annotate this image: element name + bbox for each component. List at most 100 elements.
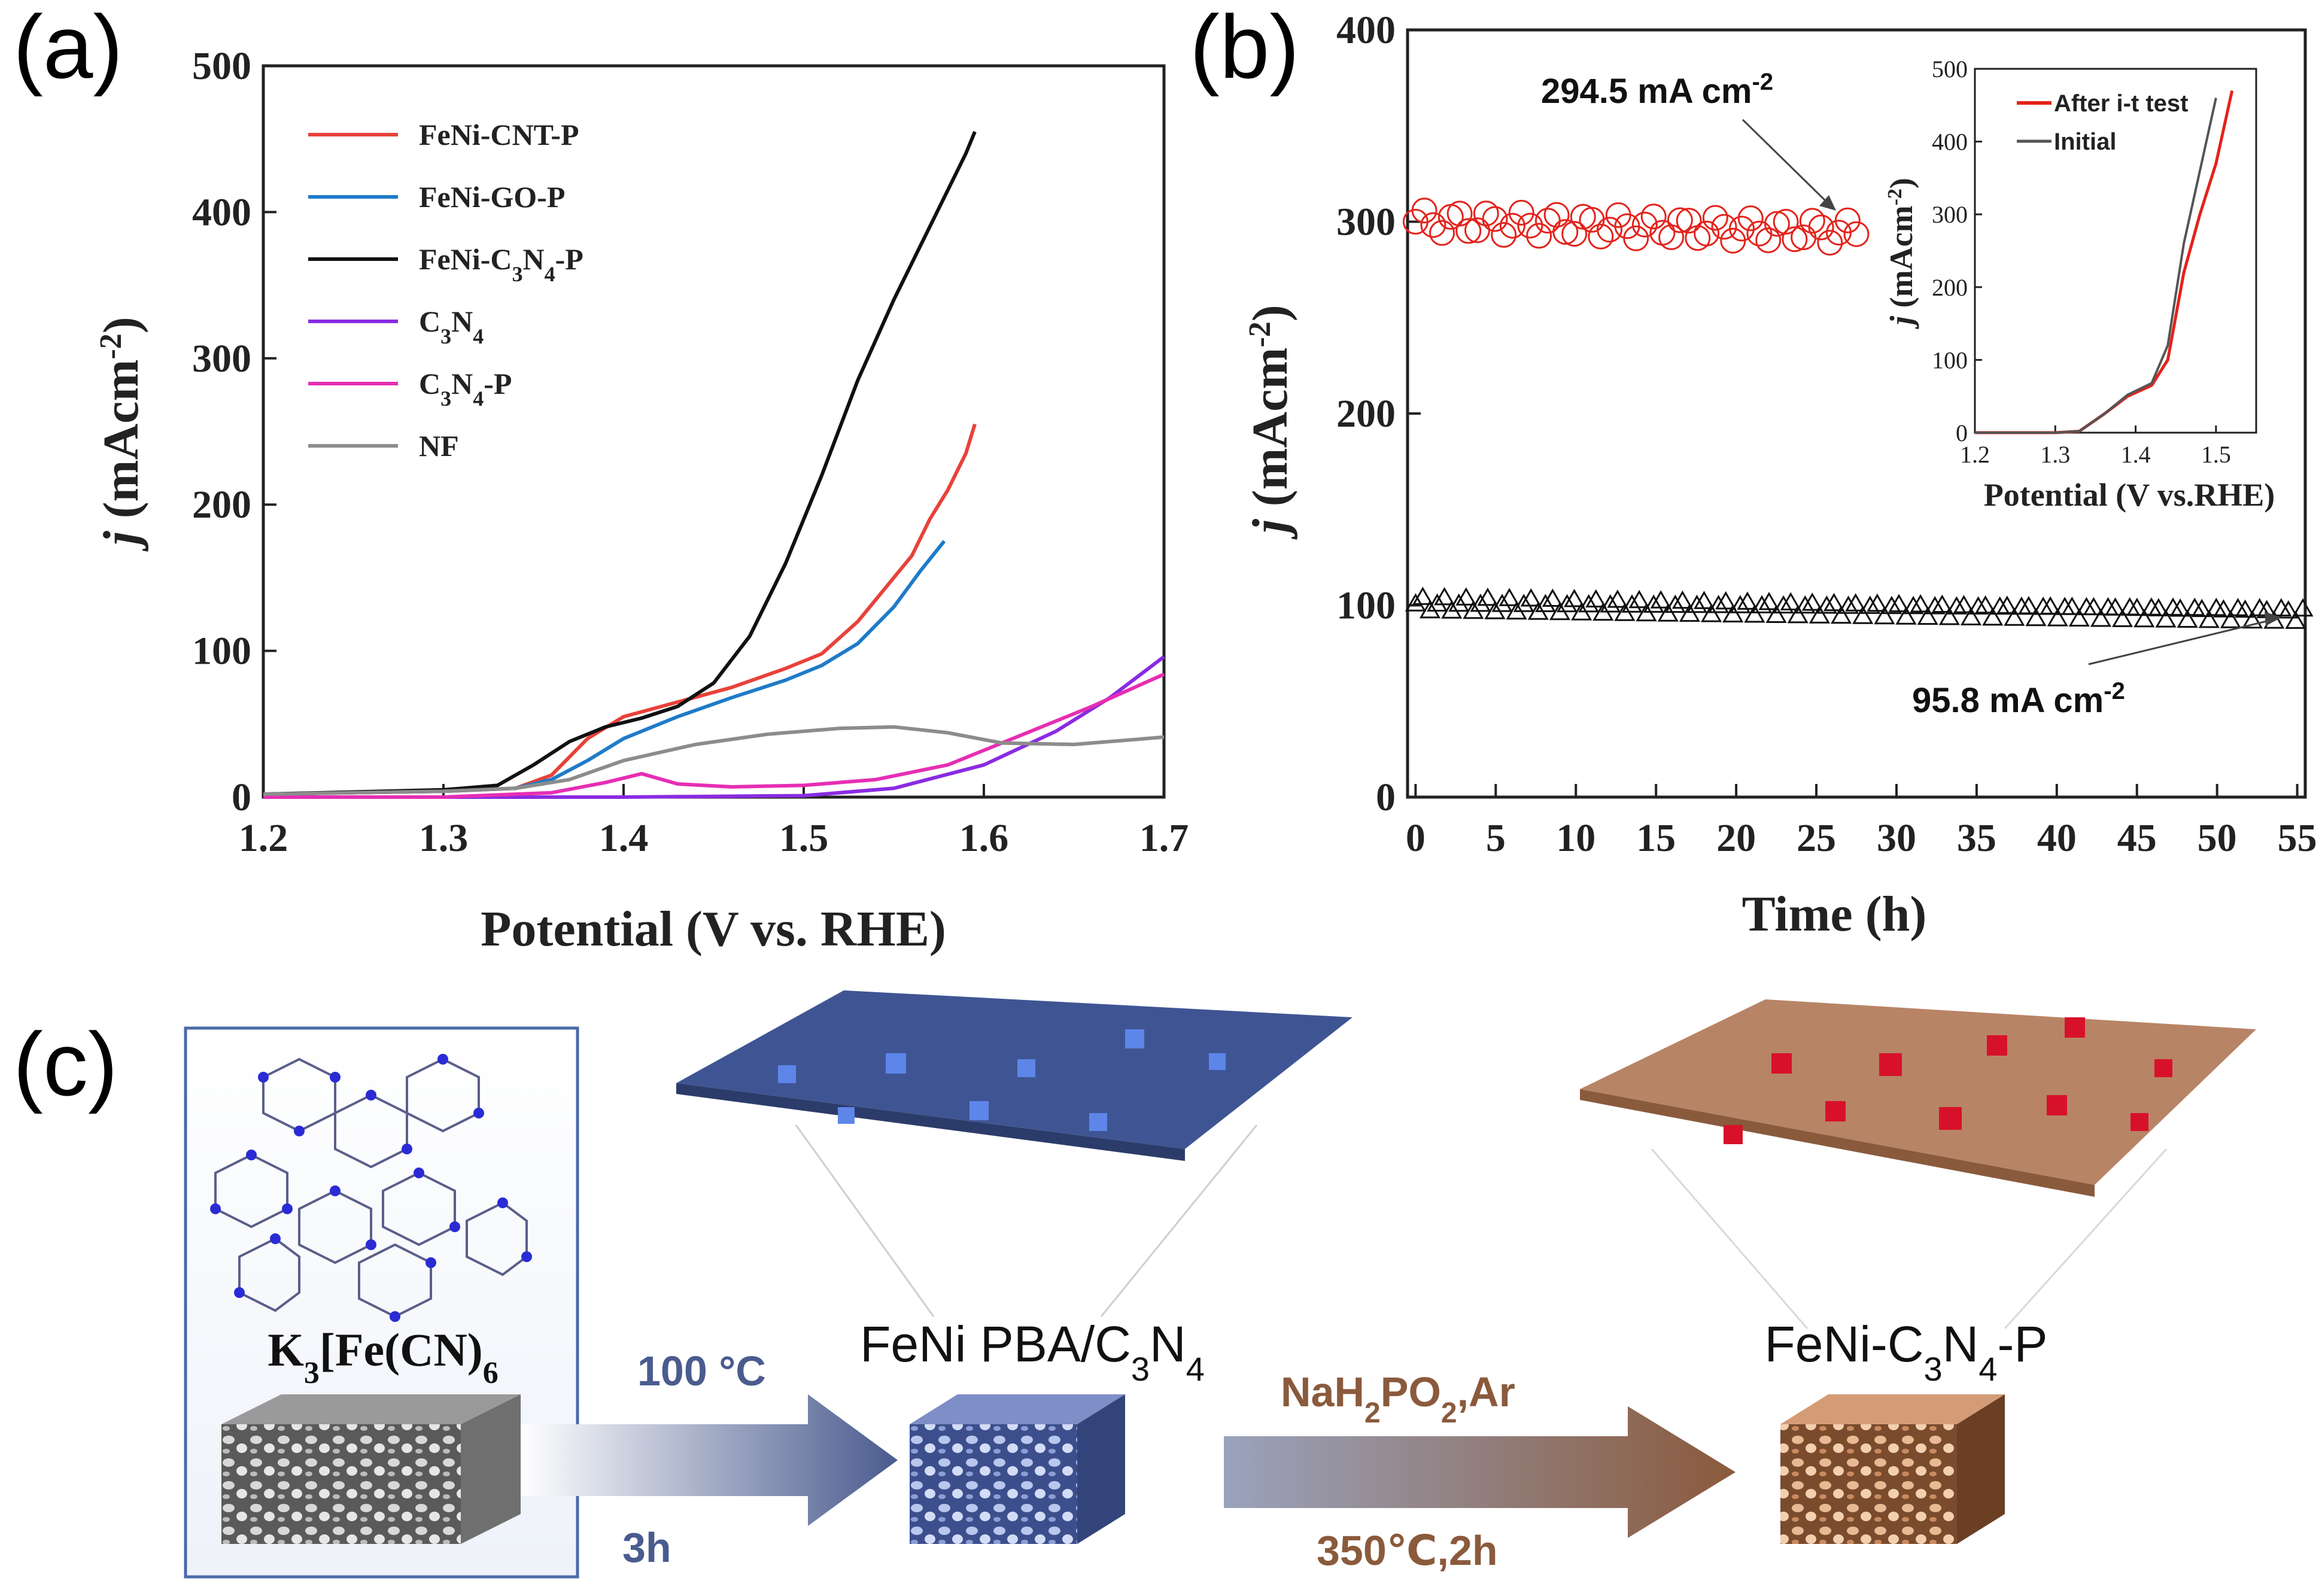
it-point-upper: [1773, 209, 1799, 235]
panel-a-y-tick-label: 500: [192, 44, 251, 88]
it-point-lower: [2148, 598, 2169, 616]
series-line-feni-go-p: [263, 540, 946, 797]
it-point-lower: [1650, 590, 1671, 609]
it-point-lower: [1657, 603, 1679, 622]
it-point-lower: [1679, 603, 1700, 622]
final-label-main: FeNi-C: [1765, 1316, 1924, 1372]
inset-y-tick-label: 200: [1932, 274, 1968, 301]
step1-temperature: 100 °C: [637, 1348, 766, 1394]
legend-text-legend-main: C: [419, 305, 440, 338]
zoom-line-left-2: [1651, 1148, 1809, 1329]
it-point-lower: [2083, 597, 2104, 616]
inset-ticks: 1.2 1.3 1.4 1.5 0 100 200 300 400 500: [1932, 56, 2231, 468]
it-point-upper: [1623, 225, 1649, 251]
legend-text-legend-tail: N: [451, 367, 473, 400]
inset-x-tick-label: 1.5: [2201, 441, 2231, 468]
it-point-upper: [1676, 208, 1702, 234]
it-point-lower: [1960, 607, 1982, 625]
annotation-lower-text: 95.8 mA cm: [1912, 681, 2104, 720]
step2-reagent-main: NaH: [1281, 1369, 1364, 1415]
panel-b-y-tick-label: 400: [1336, 8, 1396, 52]
it-point-lower: [1715, 591, 1737, 610]
annotation-upper-arrowhead: [1819, 195, 1836, 211]
it-point-lower: [2105, 597, 2126, 616]
middle-label-sub2: 4: [1186, 1350, 1205, 1388]
panel-b-inset: 1.2 1.3 1.4 1.5 0 100 200 300 400 500 After i-t t…: [1883, 56, 2275, 513]
inset-y-tick-label: 500: [1932, 56, 1968, 83]
final-product-label: FeNi-C3N4-P: [1765, 1316, 2048, 1388]
step2-reagent-tail: ,Ar: [1457, 1369, 1515, 1415]
phosphide-foam-cube: [1780, 1394, 2005, 1544]
inset-y-axis-label-exponent: -2: [1884, 189, 1906, 205]
panel-b: (b) 0 5 10 15 20 25 30 35 40 45 50 550100200300400 …: [1190, 0, 2317, 942]
it-point-lower: [2133, 609, 2155, 628]
panel-a-ticks: 1.2 1.3 1.4 1.5 1.6 1.7 0 100 200 300 400 500: [192, 44, 1189, 860]
it-point-lower: [1520, 588, 1542, 607]
inset-legend-after: After i-t test: [2054, 90, 2188, 117]
panel-b-y-tick-label: 300: [1336, 200, 1396, 244]
it-point-upper: [1543, 202, 1570, 228]
legend-text-legend-main: NF: [419, 429, 459, 463]
panel-a-x-tick-label: 1.6: [959, 816, 1009, 860]
it-point-lower: [1902, 595, 1924, 615]
panel-a-plot-frame: [262, 64, 1166, 799]
it-point-lower: [2292, 598, 2314, 617]
it-point-upper: [1508, 199, 1534, 226]
panel-a-x-tick-label: 1.2: [239, 816, 288, 860]
legend-label-c3n4-p: C3N4-P: [419, 367, 512, 411]
it-point-lower: [1910, 594, 1931, 613]
legend-text-legend-sub: 3: [440, 324, 451, 348]
panel-b-y-axis-label: j (mAcm-2): [1242, 305, 1298, 540]
legend-text-legend-sub: 3: [512, 262, 523, 286]
it-point-lower: [2177, 609, 2198, 628]
it-point-lower: [2047, 608, 2068, 627]
it-point-lower: [2169, 598, 2191, 617]
it-point-upper: [1420, 212, 1446, 238]
it-point-upper: [1640, 203, 1667, 230]
series-line-feni-c3n4-p: [263, 130, 977, 797]
precursor-label-main: K: [268, 1324, 304, 1376]
it-point-lower: [1744, 604, 1765, 623]
it-point-lower: [1845, 593, 1867, 612]
panel-a: (a) 1.2 1.3 1.4 1.5 1.6 1.7 0 100 200 300 400 500 F…: [13, 0, 1189, 957]
it-point-lower: [2155, 609, 2177, 628]
it-point-lower: [1809, 605, 1830, 624]
precursor-label-sub2: 6: [483, 1356, 499, 1390]
step1-duration: 3h: [622, 1524, 671, 1571]
it-point-lower: [1751, 595, 1773, 613]
legend-text-legend-tail2: -P: [555, 242, 583, 276]
it-point-lower: [1477, 587, 1499, 606]
panel-a-x-axis-label: Potential (V vs. RHE): [481, 901, 946, 957]
it-point-lower: [1542, 588, 1563, 607]
it-point-lower: [2191, 598, 2212, 618]
it-point-lower: [1895, 606, 1917, 625]
inset-y-tick-label: 100: [1932, 346, 1968, 373]
it-point-lower: [1513, 594, 1534, 612]
it-point-lower: [2285, 610, 2306, 629]
it-point-upper: [1843, 221, 1870, 247]
it-point-lower: [2004, 607, 2025, 626]
it-point-lower: [2198, 609, 2220, 628]
precursor-label-sub1: 3: [304, 1356, 320, 1390]
it-point-lower: [1671, 590, 1693, 609]
panel-a-y-axis-label-close: ): [93, 317, 149, 333]
final-label-sub1: 3: [1924, 1350, 1943, 1388]
it-point-upper: [1499, 212, 1525, 239]
panel-b-ticks: 0 5 10 15 20 25 30 35 40 45 50 55 0 100 200 300 400: [1336, 8, 2317, 860]
inset-legend-initial: Initial: [2054, 129, 2116, 155]
it-point-lower: [1874, 606, 1895, 625]
zoom-line-left: [795, 1124, 935, 1317]
inset-x-tick-label: 1.3: [2040, 441, 2070, 468]
middle-product-label: FeNi PBA/C3N4: [860, 1316, 1205, 1388]
legend-text-legend-tail: N: [451, 305, 473, 338]
step2-reagent-sub2: 2: [1441, 1397, 1457, 1429]
it-point-lower: [2090, 608, 2112, 627]
panel-b-x-axis-label: Time (h): [1742, 886, 1927, 942]
panel-b-x-tick-label: 50: [2198, 816, 2237, 860]
annotation-upper-current: 294.5 mA cm-2: [1541, 69, 1773, 111]
it-point-upper: [1808, 214, 1834, 241]
panel-a-y-axis-label-symbol: j: [93, 531, 149, 552]
panel-c-schematic: (c) K3[Fe(CN)6: [13, 990, 2256, 1579]
it-point-lower: [1838, 595, 1859, 614]
annotation-upper-exponent: -2: [1752, 69, 1774, 95]
